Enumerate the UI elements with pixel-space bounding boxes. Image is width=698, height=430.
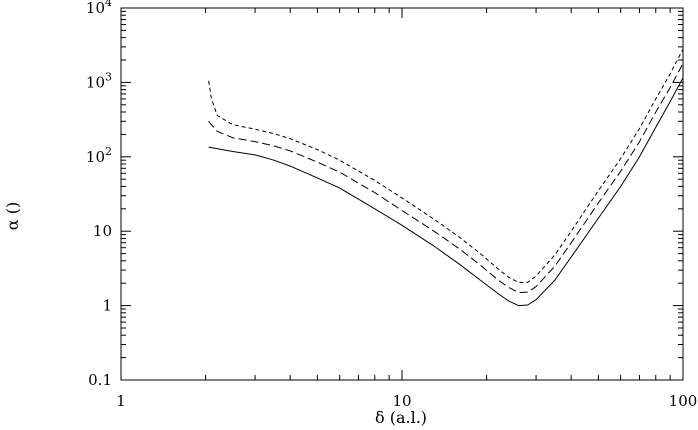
x-tick-label: 100 [669, 392, 698, 410]
y-tick-label: 103 [86, 70, 112, 91]
tick-layer [120, 7, 684, 381]
y-tick-label: 104 [86, 0, 112, 17]
y-tick-label: 10 [93, 222, 112, 240]
series-line-solid [208, 77, 684, 307]
x-tick-label: 10 [392, 392, 411, 410]
y-tick-label: 1 [102, 297, 112, 315]
y-axis-label: α () [3, 202, 22, 230]
series-line-dashed [208, 63, 684, 293]
x-tick-label: 1 [116, 392, 126, 410]
series-layer [208, 48, 684, 307]
y-tick-label: 0.1 [88, 371, 112, 389]
plot-area-frame [120, 7, 684, 381]
y-tick-label: 102 [86, 145, 112, 166]
x-axis-label: δ (a.l.) [375, 408, 427, 427]
series-line-dotted [208, 48, 684, 283]
